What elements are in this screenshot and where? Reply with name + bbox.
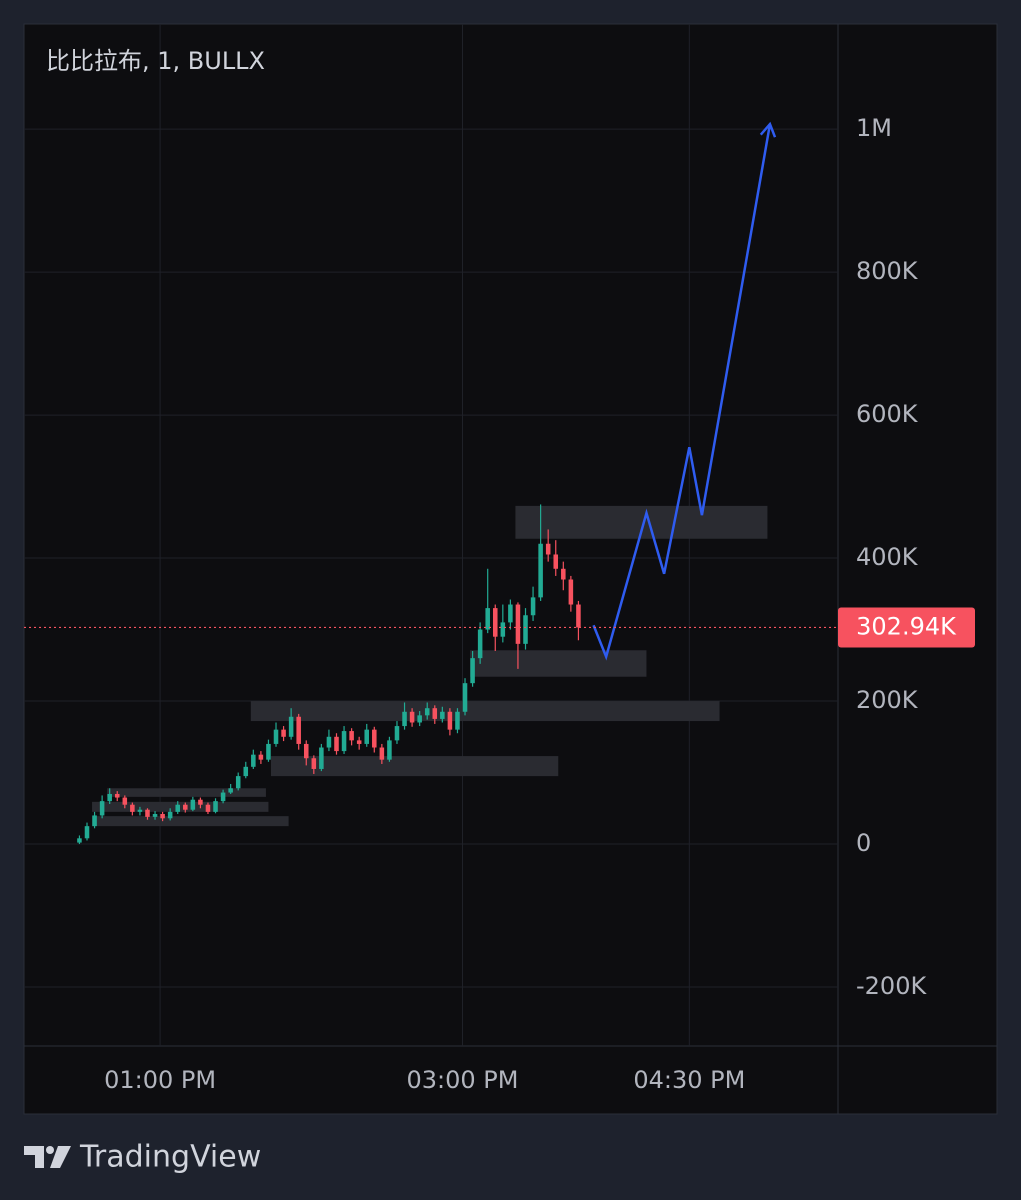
candle-body [296,716,301,744]
candle-body [84,826,90,839]
candle-body [137,809,143,812]
zone [92,801,269,812]
candle-body [288,716,294,737]
candle-body [492,608,498,637]
candle-body [341,731,347,752]
candle-body [183,804,188,810]
candle-body [470,658,475,684]
candle-body [447,711,453,730]
candle-body [326,736,332,748]
candle-body [205,804,211,812]
candle-body [500,622,506,637]
chart-title: 比比拉布, 1, BULLX [46,47,265,75]
y-tick-label: 1M [856,114,892,142]
candle-body [243,766,249,777]
logo [24,1146,71,1168]
x-tick-label: 03:00 PM [407,1066,519,1094]
candle-body [356,740,362,744]
candle-body [114,793,120,798]
candle-body [319,747,324,769]
candle-body [523,615,528,644]
zone [107,788,266,797]
candle-body [432,708,438,719]
candle-body [160,814,165,819]
candle-body [130,804,135,812]
grid [24,24,838,1046]
candle-body [561,568,566,580]
candle-body [311,758,317,769]
candle-body [303,743,309,759]
candle-body [220,792,226,802]
last-price-badge [838,607,975,648]
y-tick-label: 200K [856,686,919,714]
candle-body [334,736,339,752]
candle-body [545,543,551,555]
candle-body [175,804,180,812]
candle-body [99,801,105,816]
candle-body [394,726,400,741]
logo-mark [24,1146,44,1168]
candle-body [477,629,483,659]
candle-body [372,729,377,748]
candle-body [266,743,271,760]
chart-panel [23,23,998,1115]
candle-body [538,543,543,598]
candle-body [485,608,490,630]
y-tick-label: 600K [856,400,919,428]
candle-body [198,799,203,805]
candle-body [576,604,581,628]
x-tick-label: 01:00 PM [104,1066,216,1094]
y-tick-label: -200K [856,972,927,1000]
candle-body [424,708,430,716]
candle-body [387,740,392,760]
candle-body [107,793,112,802]
candle-body [235,776,241,789]
y-tick-label: 800K [856,257,919,285]
candle-body [364,729,370,744]
candle-body [530,597,536,616]
zone [250,701,720,722]
candle-body [92,815,97,827]
candle-body [508,604,513,623]
candle-body [409,711,415,723]
zone [470,650,647,677]
candle-body [152,814,158,817]
candle-body [349,731,354,741]
candle-body [462,683,468,712]
candle-body [379,747,385,760]
y-tick-label: 400K [856,543,919,571]
candle-body [228,788,233,793]
candle-body [145,809,150,817]
plot [24,121,838,845]
candle-body [281,729,286,737]
candle-body [213,801,218,812]
zone [92,816,289,827]
logo-mark [50,1146,71,1168]
candle-body [440,711,445,719]
candle-body [515,604,521,644]
last-price-label: 302.94K [856,612,957,640]
candle-body [251,754,256,767]
candle-body [258,754,264,760]
y-tick-label: 0 [856,829,871,857]
candle-body [417,715,422,723]
candle-body [568,579,574,605]
candle-body [122,797,128,805]
candle-body [402,711,407,727]
candle-body [273,729,279,744]
candle-body [190,799,196,810]
candle-body [455,711,460,730]
watermark: TradingView [79,1140,261,1175]
x-tick-label: 04:30 PM [633,1066,745,1094]
zone [270,756,559,777]
candle-body [167,811,173,819]
projection-arrowhead [759,121,777,138]
candle-body [77,838,82,843]
logo-dot [46,1146,54,1154]
projection-line [592,123,772,661]
candle-body [553,554,559,569]
